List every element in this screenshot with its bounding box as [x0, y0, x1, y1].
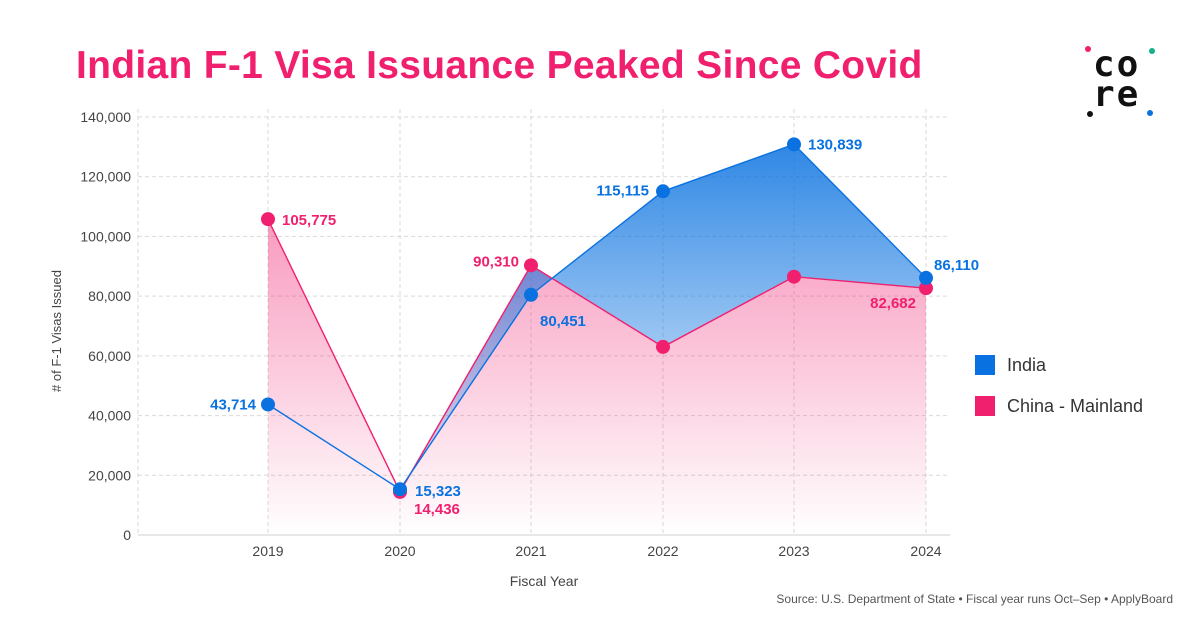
x-tick-label: 2019 [252, 543, 283, 559]
logo-dot-green [1149, 48, 1155, 54]
y-tick-label: 140,000 [80, 109, 131, 125]
india-data-label: 130,839 [808, 136, 862, 153]
china-area [268, 219, 926, 535]
legend-label-india: India [1007, 354, 1047, 375]
x-tick-label: 2021 [515, 543, 546, 559]
logo-text-top: co [1093, 44, 1141, 85]
china-data-label: 14,436 [414, 501, 460, 518]
china-line [267, 218, 927, 494]
india-point [393, 482, 407, 497]
india-data-label: 15,323 [415, 483, 461, 500]
legend-swatch-china [975, 396, 995, 416]
china-data-label: 105,775 [282, 212, 336, 229]
india-point [656, 184, 670, 199]
china-point [524, 258, 538, 273]
legend-label-china: China - Mainland [1007, 395, 1144, 416]
legend: India China - Mainland [975, 352, 1143, 434]
chart-title: Indian F-1 Visa Issuance Peaked Since Co… [76, 44, 923, 87]
x-tick-label: 2020 [384, 543, 415, 559]
logo-text-bottom: re [1093, 74, 1141, 115]
legend-swatch-india [975, 355, 995, 375]
logo-dot-blue [1147, 110, 1153, 116]
source-note: Source: U.S. Department of State • Fisca… [776, 592, 1173, 606]
india-point [524, 287, 538, 302]
legend-item-china: China - Mainland [975, 393, 1143, 419]
x-axis-title: Fiscal Year [510, 573, 579, 589]
india-data-label: 86,110 [934, 257, 979, 274]
y-tick-label: 0 [123, 527, 131, 543]
y-axis-title: # of F-1 Visas Issued [49, 270, 64, 392]
y-tick-label: 80,000 [88, 288, 131, 304]
india-data-label: 115,115 [596, 182, 649, 199]
logo-dot-black [1087, 111, 1093, 117]
logo-dot-pink [1085, 46, 1091, 52]
india-area [400, 144, 926, 490]
china-data-label: 90,310 [473, 253, 519, 270]
china-point [656, 339, 670, 354]
india-data-label: 43,714 [210, 396, 257, 413]
legend-item-india: India [975, 352, 1143, 378]
x-tick-label: 2024 [910, 543, 941, 559]
india-point [261, 397, 275, 412]
y-tick-label: 60,000 [88, 348, 131, 364]
india-line [267, 143, 927, 491]
y-tick-label: 100,000 [80, 228, 131, 244]
india-point [787, 137, 801, 152]
china-point [261, 212, 275, 227]
core-logo: co re [1085, 46, 1157, 118]
china-data-label: 82,682 [870, 295, 916, 312]
y-tick-label: 20,000 [88, 467, 131, 483]
y-tick-label: 120,000 [80, 169, 131, 185]
india-point [919, 270, 933, 285]
y-tick-label: 40,000 [88, 408, 131, 424]
china-point [919, 281, 933, 296]
india-data-label: 80,451 [540, 313, 586, 330]
x-tick-label: 2022 [647, 543, 678, 559]
china-point [787, 269, 801, 284]
x-tick-label: 2023 [778, 543, 809, 559]
